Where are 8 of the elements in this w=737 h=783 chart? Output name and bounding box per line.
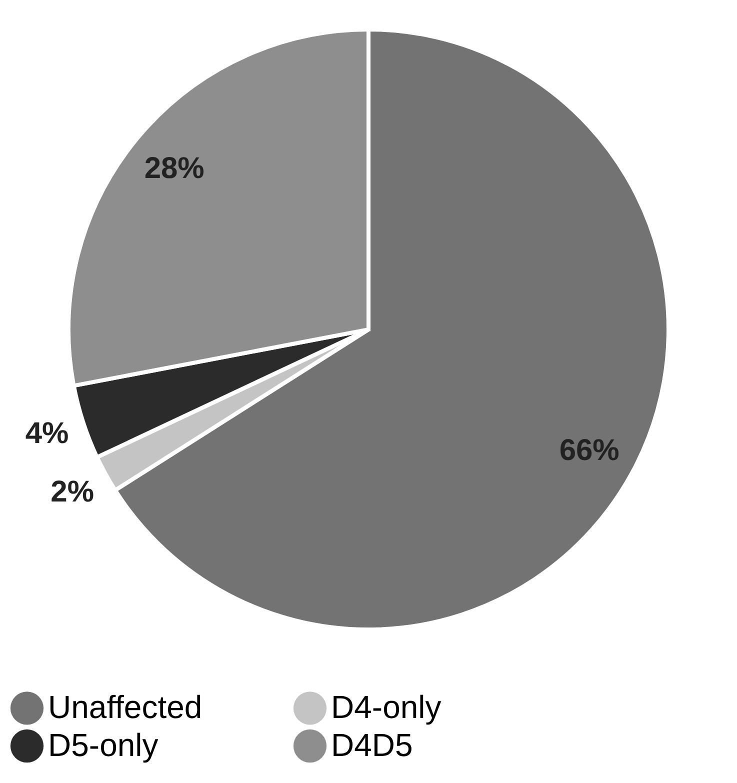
legend-label: Unaffected bbox=[48, 689, 202, 726]
data-label: 66% bbox=[559, 434, 620, 467]
legend-label: D4-only bbox=[331, 689, 442, 726]
data-label: 4% bbox=[25, 416, 69, 450]
legend-label: D4D5 bbox=[331, 727, 413, 763]
data-label: 2% bbox=[50, 475, 94, 508]
data-label: 28% bbox=[144, 152, 204, 185]
legend-label: D5-only bbox=[48, 727, 158, 763]
